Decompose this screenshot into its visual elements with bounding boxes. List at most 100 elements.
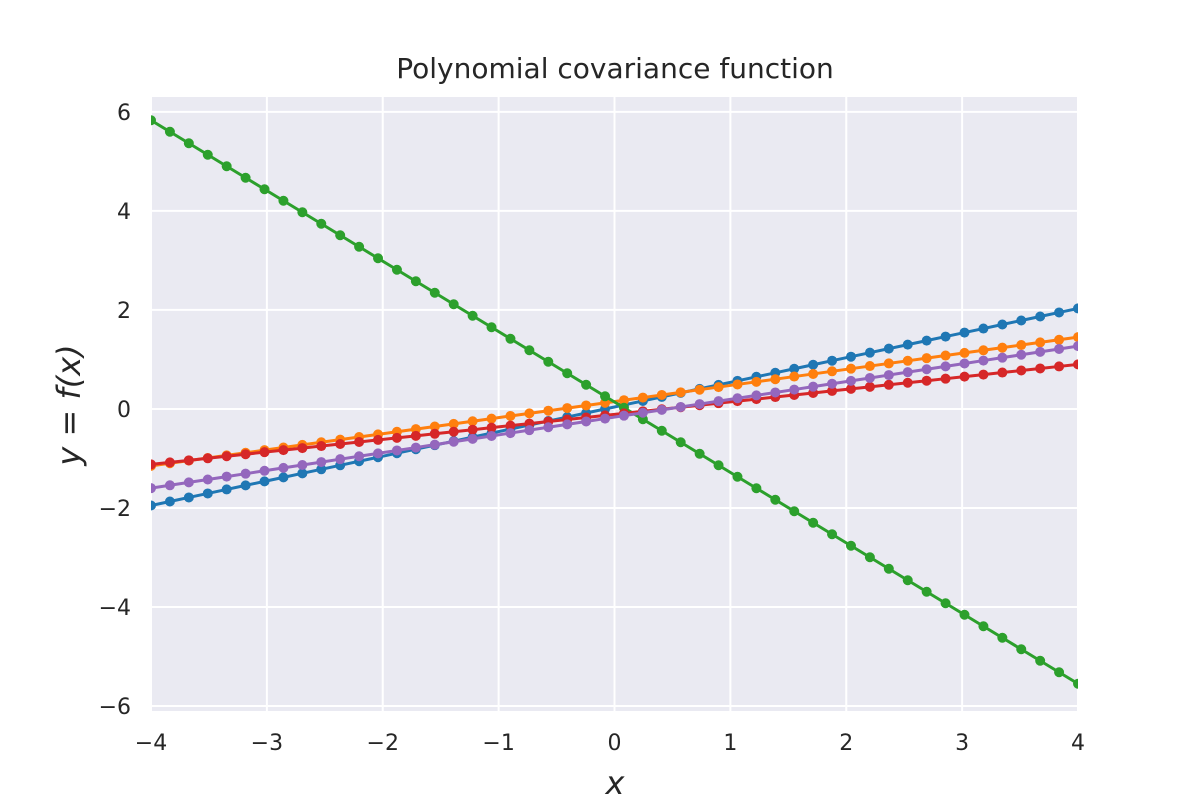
series-point-1 — [1035, 311, 1046, 322]
series-point-2 — [883, 358, 894, 369]
series-point-3 — [921, 586, 932, 597]
series-point-2 — [864, 361, 875, 372]
series-point-5 — [183, 477, 194, 488]
chart-title: Polynomial covariance function — [396, 52, 834, 85]
y-tick-label: 6 — [117, 101, 131, 126]
series-point-3 — [827, 529, 838, 540]
series-point-2 — [770, 374, 781, 385]
series-point-4 — [921, 375, 932, 386]
series-point-3 — [751, 483, 762, 494]
series-point-3 — [373, 253, 384, 264]
series-point-5 — [675, 401, 686, 412]
series-point-2 — [637, 392, 648, 403]
series-point-3 — [240, 172, 251, 183]
series-point-3 — [694, 448, 705, 459]
series-point-4 — [978, 369, 989, 380]
series-point-1 — [1073, 303, 1078, 314]
y-tick-label: 0 — [117, 398, 131, 423]
series-point-2 — [656, 389, 667, 400]
series-point-4 — [883, 379, 894, 390]
series-point-3 — [675, 437, 686, 448]
series-point-5 — [297, 459, 308, 470]
series-point-5 — [278, 462, 289, 473]
series-point-3 — [997, 632, 1008, 643]
series-point-1 — [883, 343, 894, 354]
series-point-2 — [467, 416, 478, 427]
series-point-3 — [1054, 667, 1065, 678]
series-point-5 — [316, 457, 327, 468]
series-point-4 — [202, 453, 213, 464]
series-point-5 — [732, 393, 743, 404]
series-point-3 — [429, 287, 440, 298]
series-point-5 — [429, 439, 440, 450]
series-point-4 — [827, 385, 838, 396]
series-point-4 — [259, 447, 270, 458]
series-point-4 — [316, 441, 327, 452]
series-point-2 — [581, 400, 592, 411]
series-point-2 — [789, 371, 800, 382]
series-point-1 — [827, 355, 838, 366]
series-point-5 — [373, 448, 384, 459]
series-point-3 — [864, 552, 875, 563]
series-point-3 — [656, 425, 667, 436]
series-point-4 — [1016, 365, 1027, 376]
series-point-5 — [656, 404, 667, 415]
series-point-4 — [467, 424, 478, 435]
series-point-5 — [1073, 341, 1078, 352]
series-point-5 — [543, 422, 554, 433]
series-point-4 — [902, 377, 913, 388]
x-axis-label: x — [605, 764, 626, 800]
series-point-1 — [316, 464, 327, 475]
series-point-2 — [1016, 340, 1027, 351]
series-point-5 — [751, 390, 762, 401]
series-point-2 — [618, 395, 629, 406]
series-point-4 — [448, 426, 459, 437]
series-point-1 — [183, 492, 194, 503]
y-tick-label: −6 — [99, 695, 131, 720]
series-point-5 — [1035, 346, 1046, 357]
series-point-5 — [240, 468, 251, 479]
series-point-1 — [240, 480, 251, 491]
series-point-4 — [940, 373, 951, 384]
series-point-2 — [505, 410, 516, 421]
series-group — [151, 115, 1078, 689]
series-point-3 — [410, 276, 421, 287]
series-point-4 — [335, 439, 346, 449]
series-point-5 — [391, 445, 402, 456]
y-tick-label: −4 — [99, 596, 131, 621]
series-point-4 — [845, 383, 856, 394]
series-point-3 — [297, 207, 308, 218]
series-point-5 — [618, 410, 629, 421]
series-point-1 — [978, 323, 989, 334]
series-point-3 — [221, 161, 232, 172]
series-point-5 — [864, 372, 875, 383]
series-point-5 — [581, 416, 592, 427]
series-point-4 — [297, 443, 308, 454]
series-point-5 — [1016, 349, 1027, 360]
series-point-5 — [789, 384, 800, 395]
series-point-1 — [278, 472, 289, 483]
series-point-4 — [391, 432, 402, 443]
series-point-3 — [789, 506, 800, 517]
series-point-4 — [373, 434, 384, 445]
series-point-3 — [1073, 678, 1078, 689]
series-point-4 — [864, 381, 875, 392]
series-point-3 — [467, 310, 478, 321]
series-point-4 — [221, 451, 232, 462]
series-point-1 — [902, 339, 913, 350]
series-point-2 — [675, 387, 686, 398]
series-point-1 — [259, 476, 270, 487]
series-point-3 — [940, 598, 951, 609]
series-point-2 — [429, 421, 440, 432]
x-tick-label: −4 — [135, 731, 167, 756]
series-point-3 — [335, 230, 346, 241]
series-point-5 — [486, 430, 497, 441]
series-point-4 — [164, 457, 175, 468]
series-point-2 — [543, 405, 554, 416]
series-point-2 — [694, 384, 705, 395]
series-point-1 — [997, 319, 1008, 330]
series-point-5 — [808, 381, 819, 392]
series-point-2 — [827, 366, 838, 377]
series-point-5 — [410, 442, 421, 453]
